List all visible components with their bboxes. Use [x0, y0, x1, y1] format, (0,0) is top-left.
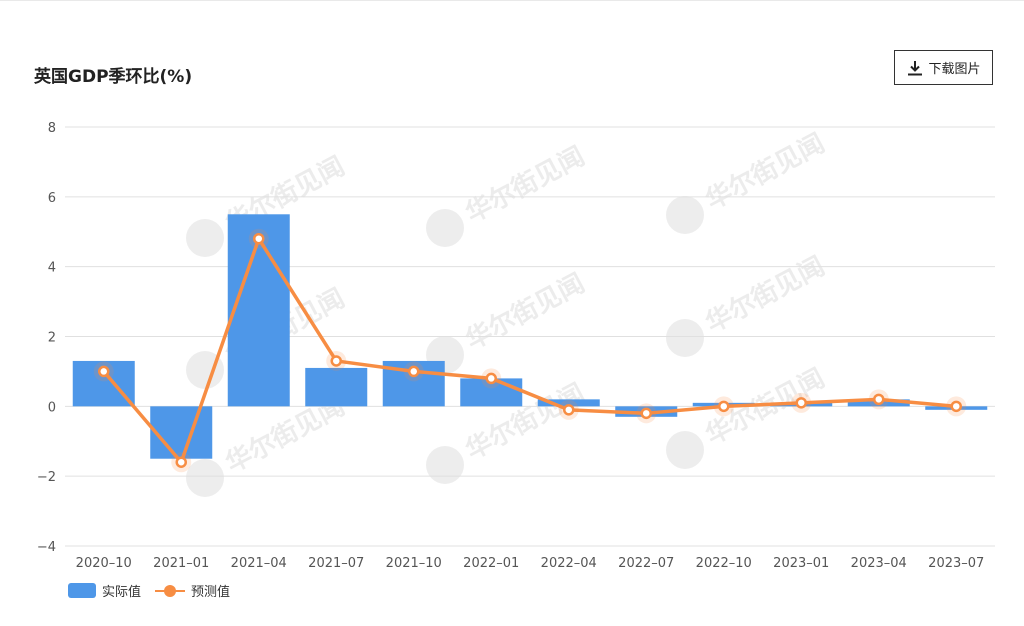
- top-divider: [0, 0, 1024, 1]
- x-tick-label: 2022–04: [541, 556, 597, 571]
- line-layer: [102, 236, 957, 464]
- legend: 实际值 预测值: [68, 581, 244, 600]
- watermark-logo: [186, 219, 224, 257]
- grid-layer: [65, 126, 995, 547]
- y-tick-label: 2: [48, 331, 56, 346]
- forecast-point: [175, 456, 187, 468]
- x-tick-label: 2020–10: [76, 556, 132, 571]
- legend-item-actual[interactable]: 实际值: [68, 581, 141, 600]
- forecast-point: [485, 372, 497, 385]
- forecast-point: [873, 393, 885, 406]
- x-tick-label: 2021–01: [153, 556, 209, 571]
- forecast-point: [98, 365, 110, 378]
- x-tick-label: 2023–01: [773, 556, 829, 571]
- y-tick-label: 0: [48, 400, 56, 415]
- legend-bar-swatch: [68, 583, 96, 598]
- forecast-point: [950, 400, 962, 413]
- watermark-logo: [426, 446, 464, 484]
- legend-label-actual: 实际值: [102, 585, 142, 600]
- forecast-point: [253, 232, 265, 245]
- download-icon: [906, 59, 924, 77]
- forecast-point: [330, 355, 342, 367]
- y-tick-label: −4: [37, 540, 56, 555]
- legend-label-forecast: 预测值: [191, 585, 231, 600]
- legend-item-forecast[interactable]: 预测值: [155, 581, 230, 600]
- x-tick-label: 2021–10: [386, 556, 442, 571]
- x-tick-label: 2022–01: [463, 556, 519, 571]
- bar-actual: [537, 399, 600, 407]
- watermark-text: 华尔街见闻: [700, 251, 829, 339]
- x-tick-label: 2022–07: [618, 556, 674, 571]
- watermark-text: 华尔街见闻: [460, 268, 589, 356]
- forecast-line: [102, 236, 957, 464]
- y-tick-label: 4: [48, 261, 56, 276]
- x-axis-ticks: 2020–10 2021–01 2021–04 2021–07 2021–10 2022–…: [76, 556, 985, 571]
- y-axis-ticks: −4 −2 0 2 4 6 8: [37, 121, 56, 555]
- x-tick-label: 2023–04: [851, 556, 907, 571]
- forecast-point: [563, 404, 575, 416]
- watermark-logo: [186, 351, 224, 389]
- watermark-logo: [186, 459, 224, 497]
- y-tick-label: 6: [48, 191, 56, 206]
- download-image-button[interactable]: 下载图片: [894, 50, 993, 85]
- bar-actual: [305, 367, 368, 407]
- bar-layer: [72, 214, 988, 459]
- watermark-logo: [666, 319, 704, 357]
- bar-actual: [227, 214, 290, 407]
- x-tick-label: 2021–04: [231, 556, 287, 571]
- watermark-text: 华尔街见闻: [460, 141, 589, 229]
- forecast-point: [718, 400, 730, 413]
- watermark-logo: [426, 209, 464, 247]
- x-tick-label: 2023–07: [928, 556, 984, 571]
- watermark-logo: [666, 196, 704, 234]
- forecast-point: [640, 407, 652, 420]
- y-tick-label: 8: [48, 121, 56, 136]
- watermark-text: 华尔街见闻: [700, 128, 829, 216]
- download-label: 下载图片: [928, 62, 981, 77]
- legend-line-swatch: [155, 584, 186, 598]
- forecast-point: [408, 365, 420, 378]
- forecast-point: [795, 397, 807, 409]
- bar-actual: [150, 406, 213, 459]
- watermark-logo: [666, 431, 704, 469]
- x-tick-label: 2021–07: [308, 556, 364, 571]
- point-layer: [93, 228, 967, 473]
- x-tick-label: 2022–10: [696, 556, 752, 571]
- chart-title: 英国GDP季环比(%): [34, 67, 193, 87]
- y-tick-label: −2: [37, 470, 56, 485]
